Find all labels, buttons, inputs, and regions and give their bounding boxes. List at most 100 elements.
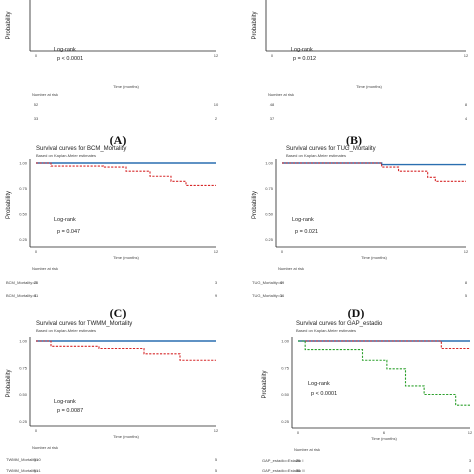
x-tick-label: 12: [214, 249, 219, 254]
chart-title: Survival curves for BCM_Mortality: [36, 146, 126, 152]
y-tick-label: 0.50: [19, 392, 28, 397]
panel-label: (C): [110, 306, 127, 320]
p-value: p < 0.0001: [57, 56, 83, 62]
y-tick-label: 0.25: [19, 237, 28, 242]
y-tick-label: 1.00: [265, 161, 274, 166]
x-tick-label: 12: [468, 430, 473, 435]
risk-row-label: GAP_estadio=Estadio II: [262, 468, 305, 473]
survival-curve-1: [36, 340, 216, 361]
logrank-label: Log-rank: [291, 47, 313, 53]
risk-row-label: TWMM_Mortality=1: [6, 468, 42, 473]
risk-value: 5: [465, 293, 468, 298]
p-value: p = 0.047: [57, 229, 80, 235]
risk-value: 37: [270, 116, 275, 121]
y-tick-label: 0.50: [265, 212, 274, 217]
chart-title: Survival curves for TUG_Mortality: [286, 146, 376, 152]
risk-value: 4: [465, 116, 468, 121]
chart-subtitle: Based on Kaplan-Meier estimates: [36, 153, 96, 158]
risk-table-title: Number at risk: [268, 92, 294, 97]
y-axis-label: Probability: [6, 369, 12, 397]
y-axis-label: Probability: [252, 191, 258, 219]
chart-title: Survival curves for TWMM_Mortality: [36, 321, 132, 327]
y-axis-label: Probability: [6, 191, 12, 219]
risk-value: 31: [34, 457, 39, 462]
x-axis-label: Time (months): [371, 436, 397, 441]
risk-value: 2: [215, 116, 218, 121]
y-tick-label: 0.75: [265, 186, 274, 191]
p-value: p < 0.0001: [311, 391, 337, 397]
y-axis-label: Probability: [6, 11, 12, 39]
y-tick-label: 0.25: [19, 419, 28, 424]
x-tick-label: 0: [35, 428, 38, 433]
x-tick-label: 12: [214, 53, 219, 58]
panel-label: (D): [348, 306, 365, 320]
y-tick-label: 0.50: [19, 212, 28, 217]
logrank-label: Log-rank: [308, 381, 330, 387]
risk-value: 3: [215, 280, 218, 285]
logrank-label: Log-rank: [54, 217, 76, 223]
chart-subtitle: Based on Kaplan-Meier estimates: [286, 153, 346, 158]
x-axis-label: Time (months): [356, 84, 382, 89]
y-axis-label: Probability: [262, 370, 268, 398]
risk-value: 8: [465, 102, 468, 107]
risk-table-title: Number at risk: [32, 266, 58, 271]
x-tick-label: 12: [214, 428, 219, 433]
x-tick-label: 12: [464, 53, 469, 58]
risk-table-title: Number at risk: [32, 92, 58, 97]
x-tick-label: 0: [297, 430, 300, 435]
risk-table-title: Number at risk: [32, 445, 58, 450]
risk-value: 52: [34, 102, 39, 107]
chart-title: Survival curves for GAP_estadio: [296, 321, 383, 327]
risk-value: 3: [469, 458, 472, 463]
survival-curve-0: [282, 162, 466, 166]
y-tick-label: 1.00: [19, 339, 28, 344]
risk-value: 8: [465, 280, 468, 285]
risk-value: 36: [280, 293, 285, 298]
p-value: p = 0.012: [293, 56, 316, 62]
x-tick-label: 6: [383, 430, 386, 435]
risk-value: 5: [215, 468, 218, 473]
survival-curve-1: [282, 162, 466, 182]
y-tick-label: 1.00: [19, 161, 28, 166]
risk-row-label: TUG_Mortality=1: [252, 293, 283, 298]
risk-value: 10: [214, 102, 219, 107]
x-tick-label: 0: [35, 249, 38, 254]
p-value: p = 0.0087: [57, 408, 83, 414]
risk-value: 51: [34, 468, 39, 473]
risk-row-label: BCM_Mortality=1: [6, 293, 38, 298]
survival-curve-1: [36, 162, 216, 186]
risk-value: 25: [34, 280, 39, 285]
risk-value: 5: [215, 457, 218, 462]
y-tick-label: 0.75: [19, 186, 28, 191]
y-tick-label: 0.25: [281, 419, 290, 424]
chart-subtitle: Based on Kaplan-Meier estimates: [36, 328, 96, 333]
x-tick-label: 12: [464, 249, 469, 254]
x-axis-label: Time (months): [113, 84, 139, 89]
risk-row-label: TWMM_Mortality=0: [6, 457, 42, 462]
x-tick-label: 0: [281, 249, 284, 254]
risk-value: 26: [296, 458, 301, 463]
survival-curve-2: [298, 340, 470, 406]
y-tick-label: 0.50: [281, 392, 290, 397]
p-value: p = 0.021: [295, 229, 318, 235]
panel-label: (A): [110, 133, 127, 147]
risk-value: 61: [34, 293, 39, 298]
y-tick-label: 1.00: [281, 339, 290, 344]
risk-table-title: Number at risk: [294, 447, 320, 452]
survival-curve-1: [298, 340, 470, 350]
x-axis-label: Time (months): [113, 255, 139, 260]
x-tick-label: 0: [35, 53, 38, 58]
y-tick-label: 0.25: [265, 237, 274, 242]
panel-label: (B): [346, 133, 362, 147]
logrank-label: Log-rank: [54, 399, 76, 405]
risk-row-label: BCM_Mortality=0: [6, 280, 38, 285]
risk-value: 9: [215, 293, 218, 298]
risk-table-title: Number at risk: [278, 266, 304, 271]
x-tick-label: 0: [271, 53, 274, 58]
risk-value: 5: [469, 468, 472, 473]
y-tick-label: 0.75: [19, 365, 28, 370]
risk-value: 49: [280, 280, 285, 285]
risk-row-label: GAP_estadio=Estadio I: [262, 458, 303, 463]
x-axis-label: Time (months): [113, 434, 139, 439]
